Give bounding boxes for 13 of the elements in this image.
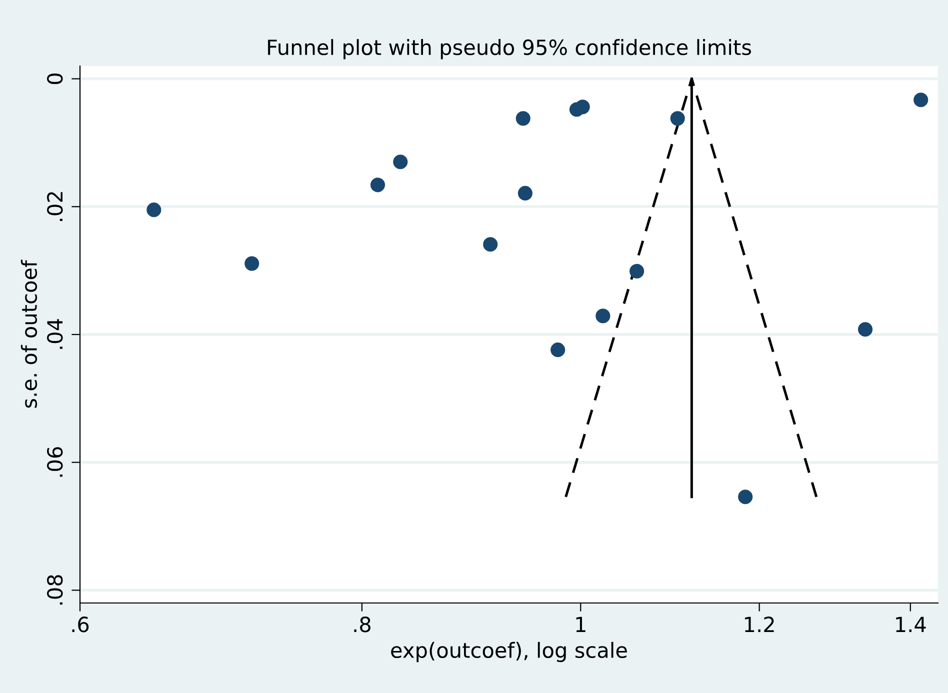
y-tick-label: .08 [47, 575, 63, 605]
chart-title: Funnel plot with pseudo 95% confidence limits [268, 39, 751, 60]
y-tick-label: .04 [47, 319, 63, 349]
x-axis-title: exp(outcoef), log scale [391, 642, 627, 662]
y-tick-label: .06 [47, 447, 63, 477]
x-tick-label: .8 [354, 616, 370, 632]
y-tick-label: 0 [47, 74, 63, 84]
x-tick-label: 1 [576, 616, 586, 632]
y-axis-title: s.e. of outcoef [20, 260, 38, 408]
x-tick-label: 1.4 [896, 616, 926, 632]
y-tick-label: .02 [47, 192, 63, 221]
x-tick-label: 1.2 [745, 616, 774, 632]
x-tick-label: .6 [72, 616, 89, 632]
